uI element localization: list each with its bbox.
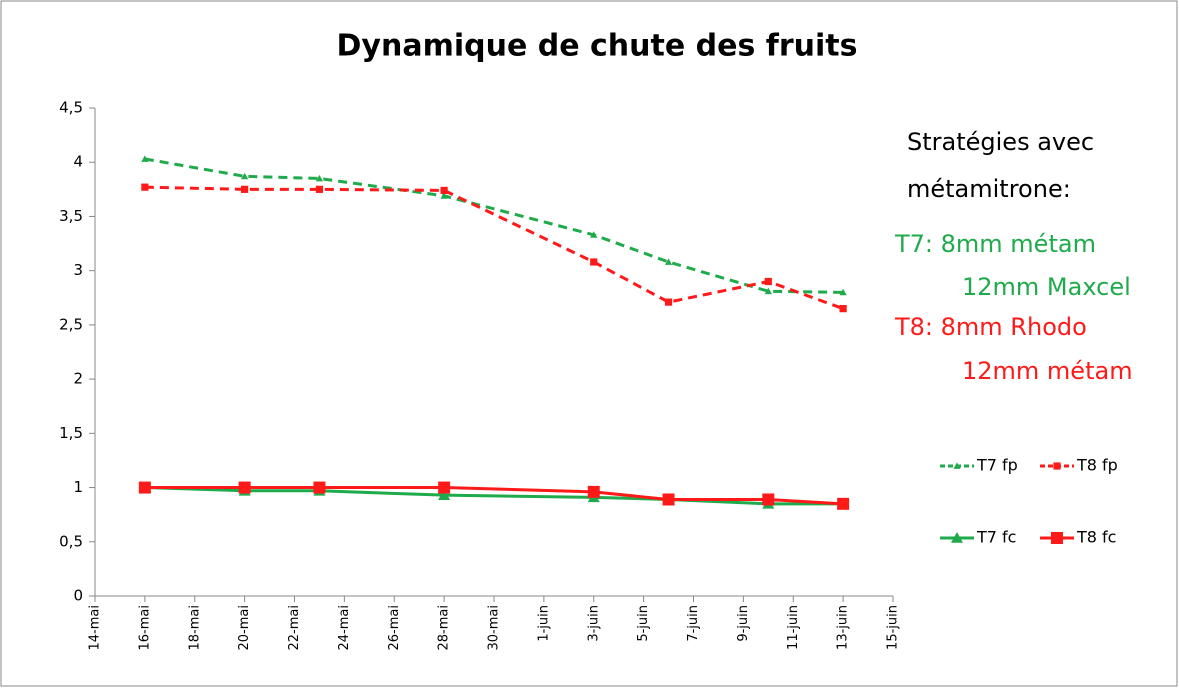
data-point — [438, 489, 451, 500]
legend-label: T7 fp — [976, 456, 1018, 475]
y-tick-label: 0 — [73, 587, 83, 605]
y-tick-label: 3 — [73, 261, 83, 279]
x-tick-label: 28-mai — [437, 605, 452, 650]
data-point — [141, 155, 149, 162]
data-point — [141, 183, 149, 191]
x-tick-label: 5-juin — [636, 605, 651, 642]
data-point — [587, 485, 600, 498]
annotation: T8: 8mm Rhodo — [894, 313, 1087, 341]
data-point — [762, 493, 775, 506]
y-tick-label: 2,5 — [59, 315, 83, 333]
data-point — [664, 258, 673, 265]
x-tick-label: 7-juin — [686, 605, 701, 642]
data-point — [839, 305, 847, 313]
x-tick-label: 1-juin — [536, 605, 551, 642]
x-tick-label: 22-mai — [287, 605, 302, 650]
data-point — [662, 493, 675, 506]
data-point — [764, 277, 772, 286]
data-point — [590, 231, 598, 238]
legend-label: T8 fc — [1076, 528, 1116, 547]
y-tick-label: 0,5 — [59, 532, 83, 550]
annotation: T7: 8mm métam — [894, 230, 1096, 258]
annotation: métamitrone: — [907, 175, 1071, 203]
data-point — [839, 288, 847, 296]
annotation: 12mm métam — [962, 357, 1133, 385]
data-point — [764, 287, 772, 295]
data-point — [590, 258, 598, 266]
legend-marker — [951, 532, 963, 543]
data-point — [138, 481, 151, 494]
legend-label: T8 fp — [1076, 456, 1118, 475]
x-tick-label: 3-juin — [586, 605, 601, 642]
data-point — [664, 298, 673, 306]
series-line — [144, 486, 844, 506]
legend-marker — [1053, 462, 1061, 470]
data-point — [241, 172, 249, 180]
data-point — [241, 185, 249, 193]
y-tick-label: 2 — [73, 370, 83, 388]
chart-title: Dynamique de chute des fruits — [337, 29, 858, 64]
y-tick-label: 4,5 — [59, 99, 83, 117]
annotation: 12mm Maxcel — [962, 273, 1131, 301]
x-tick-label: 26-mai — [387, 605, 402, 650]
x-tick-label: 9-juin — [736, 605, 751, 642]
data-point — [440, 186, 448, 195]
y-tick-label: 3,5 — [59, 207, 83, 225]
y-tick-label: 1 — [73, 478, 83, 496]
data-point — [313, 481, 326, 494]
x-tick-label: 11-juin — [786, 605, 801, 650]
data-point — [238, 481, 251, 494]
annotation: Stratégies avec — [907, 128, 1094, 156]
x-tick-label: 20-mai — [237, 605, 252, 650]
series-line — [144, 185, 844, 311]
data-point — [440, 192, 448, 199]
x-tick-label: 30-mai — [487, 605, 502, 650]
x-tick-label: 13-juin — [836, 605, 851, 650]
x-tick-label: 24-mai — [337, 605, 352, 650]
x-tick-label: 14-mai — [88, 605, 103, 650]
data-point — [315, 174, 324, 182]
data-point — [837, 497, 850, 510]
data-point — [438, 481, 451, 494]
x-tick-label: 18-mai — [187, 605, 202, 650]
x-tick-label: 16-mai — [137, 605, 152, 650]
y-tick-label: 4 — [73, 153, 83, 171]
series-line — [144, 486, 844, 506]
x-tick-label: 15-juin — [886, 605, 901, 650]
y-tick-label: 1,5 — [59, 424, 83, 442]
legend-label: T7 fc — [976, 528, 1016, 547]
legend-marker — [953, 462, 961, 469]
data-point — [315, 185, 324, 193]
legend-marker — [1051, 532, 1063, 544]
